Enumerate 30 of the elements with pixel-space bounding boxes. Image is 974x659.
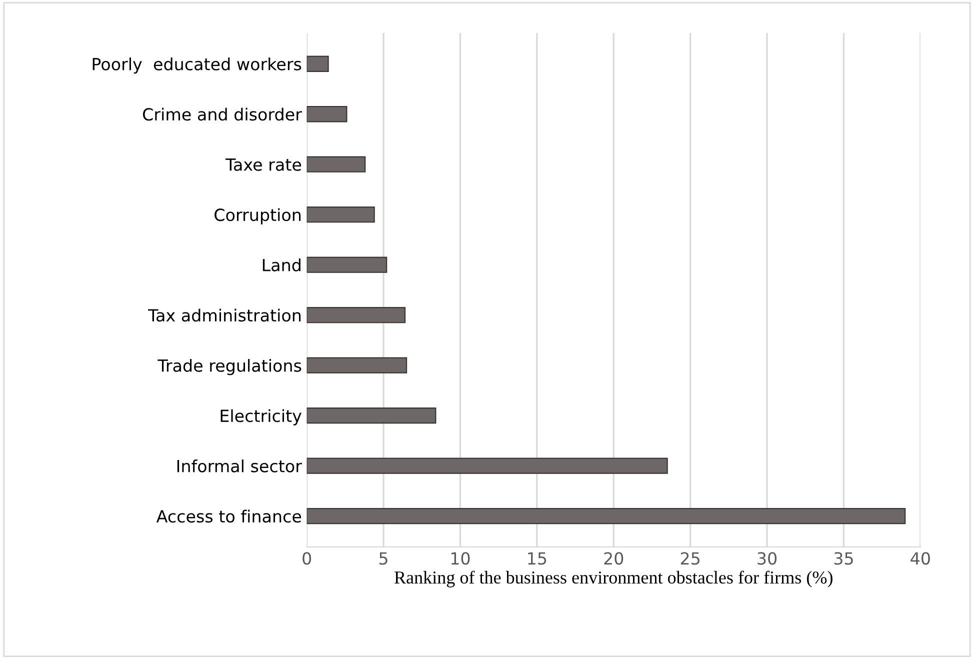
x-tick-label: 20: [604, 552, 624, 565]
x-tick-label: 10: [451, 552, 470, 565]
y-tick-label: Tax administration: [148, 308, 301, 322]
bar: [306, 256, 388, 273]
x-tick-label: 35: [834, 552, 853, 565]
y-tick-label: Corruption: [214, 208, 301, 224]
bar: [306, 206, 375, 223]
bar: [306, 407, 436, 424]
x-tick-label: 15: [528, 552, 546, 565]
x-tick-label: 30: [758, 552, 777, 565]
x-axis-title: Ranking of the business environment obstacles for firms (%): [394, 570, 832, 588]
y-tick-label: Land: [262, 258, 300, 272]
y-tick-label: Taxe rate: [226, 158, 302, 171]
bar: [306, 156, 366, 172]
bar: [306, 458, 668, 474]
bar: [306, 306, 406, 324]
bar: [306, 508, 906, 524]
y-tick-label: Access to finance: [156, 510, 302, 523]
x-tick-label: 5: [379, 552, 388, 565]
y-tick-label: Trade regulations: [158, 358, 302, 376]
bar: [306, 56, 329, 72]
x-tick-label: 40: [910, 552, 930, 565]
bar: [306, 357, 408, 374]
y-tick-label: Poorly educated workers: [92, 58, 302, 74]
x-tick-label: 25: [680, 552, 700, 565]
y-tick-label: Informal sector: [177, 459, 302, 472]
bar: [306, 106, 348, 122]
y-tick-label: Electricity: [220, 409, 302, 426]
x-tick-label: 0: [302, 552, 312, 565]
y-tick-label: Crime and disorder: [142, 108, 302, 121]
